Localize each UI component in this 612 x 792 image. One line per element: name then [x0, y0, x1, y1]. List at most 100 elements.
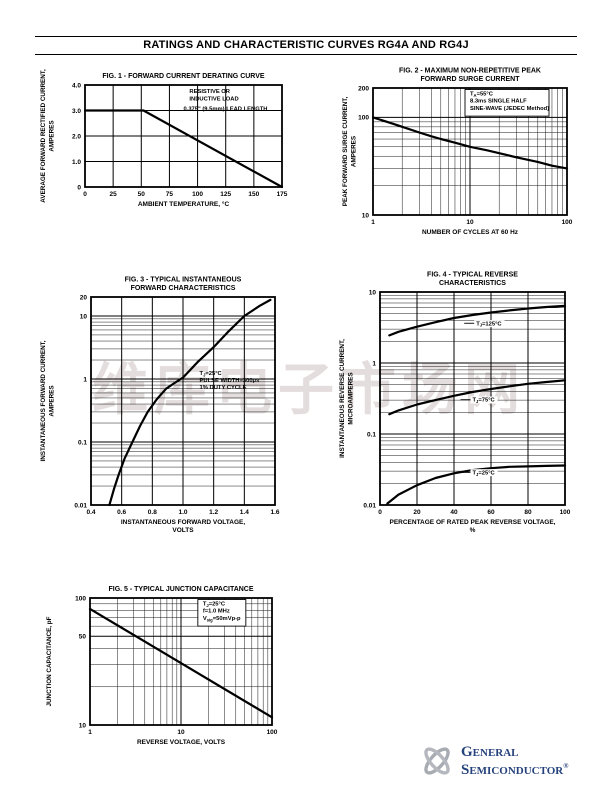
- logo-name-line2: Semiconductor®: [461, 759, 569, 778]
- svg-text:0.375" (9.5mm) LEAD LENGTH: 0.375" (9.5mm) LEAD LENGTH: [184, 106, 268, 112]
- figure-2-peak-surge-current: TA=55°C 8.3ms SINGLE HALF SINE-WAVE (JEDEC…: [335, 60, 587, 240]
- svg-text:0.1: 0.1: [78, 439, 87, 446]
- svg-text:TJ=25°C: TJ=25°C: [200, 371, 223, 377]
- svg-text:3.0: 3.0: [72, 108, 81, 115]
- figure-4-reverse-characteristics: TJ=125°C TJ=75°C TJ=25°C 0 20 40 60 80 100 0.01 0.…: [333, 262, 590, 544]
- svg-text:FIG. 4 - TYPICAL REVERSE: FIG. 4 - TYPICAL REVERSE: [427, 272, 518, 279]
- logo-atom-icon: [424, 747, 450, 775]
- svg-text:1.4: 1.4: [240, 509, 249, 516]
- svg-text:1: 1: [371, 219, 375, 226]
- svg-text:80: 80: [524, 509, 532, 516]
- svg-text:0.4: 0.4: [86, 509, 95, 516]
- svg-text:40: 40: [450, 509, 458, 516]
- svg-text:NUMBER OF CYCLES AT 60 Hz: NUMBER OF CYCLES AT 60 Hz: [422, 229, 519, 236]
- svg-text:200: 200: [358, 85, 369, 92]
- svg-text:10: 10: [362, 212, 370, 219]
- svg-text:VOLTS: VOLTS: [172, 527, 194, 534]
- svg-text:100: 100: [75, 595, 86, 602]
- svg-text:0.8: 0.8: [148, 509, 157, 516]
- svg-text:175: 175: [277, 191, 288, 198]
- svg-text:FIG. 1 - FORWARD CURRENT DERAT: FIG. 1 - FORWARD CURRENT DERATING CURVE: [102, 73, 265, 80]
- header-rule-bottom: [35, 54, 577, 55]
- svg-text:20: 20: [413, 509, 421, 516]
- svg-text:0.1: 0.1: [367, 431, 376, 438]
- svg-text:AVERAGE FORWARD RECTIFIED CURR: AVERAGE FORWARD RECTIFIED CURRENT,: [40, 69, 47, 203]
- svg-text:1% DUTY CYCLE: 1% DUTY CYCLE: [200, 385, 247, 391]
- registered-mark: ®: [563, 762, 569, 770]
- svg-text:1.0: 1.0: [178, 509, 187, 516]
- svg-text:60: 60: [487, 509, 495, 516]
- svg-text:100: 100: [560, 509, 571, 516]
- svg-text:0: 0: [378, 509, 382, 516]
- svg-text:100: 100: [358, 115, 369, 122]
- svg-text:50: 50: [79, 634, 87, 641]
- svg-text:AMPERES: AMPERES: [351, 136, 358, 167]
- svg-text:PULSE WIDTH=300μs: PULSE WIDTH=300μs: [200, 378, 260, 384]
- svg-text:MICROAMPERES: MICROAMPERES: [348, 372, 355, 424]
- svg-text:10: 10: [80, 313, 88, 320]
- svg-text:8.3ms SINGLE HALF: 8.3ms SINGLE HALF: [470, 99, 527, 105]
- svg-text:2.0: 2.0: [72, 133, 81, 140]
- logo-name-line2-text: Semiconductor: [461, 762, 564, 778]
- logo: General Semiconductor®: [416, 741, 569, 781]
- svg-text:SINE-WAVE (JEDEC Method): SINE-WAVE (JEDEC Method): [470, 106, 549, 112]
- svg-text:INDUCTIVE LOAD: INDUCTIVE LOAD: [189, 96, 238, 102]
- svg-text:AMPERES: AMPERES: [49, 385, 56, 416]
- svg-text:1: 1: [372, 360, 376, 367]
- svg-text:CHARACTERISTICS: CHARACTERISTICS: [439, 280, 506, 287]
- svg-text:PEAK FORWARD SURGE CURRENT,: PEAK FORWARD SURGE CURRENT,: [342, 97, 349, 207]
- svg-text:INSTANTANEOUS FORWARD VOLTAGE,: INSTANTANEOUS FORWARD VOLTAGE,: [121, 519, 246, 526]
- svg-text:1.6: 1.6: [270, 509, 279, 516]
- svg-text:FORWARD SURGE CURRENT: FORWARD SURGE CURRENT: [420, 76, 520, 83]
- svg-text:0.6: 0.6: [117, 509, 126, 516]
- svg-text:FIG. 2 - MAXIMUM NON-REPETITIV: FIG. 2 - MAXIMUM NON-REPETITIVE PEAK: [399, 68, 541, 75]
- svg-text:AMBIENT TEMPERATURE, °C: AMBIENT TEMPERATURE, °C: [138, 200, 230, 208]
- svg-text:100: 100: [267, 729, 278, 736]
- svg-text:FIG. 3 - TYPICAL INSTANTANEOUS: FIG. 3 - TYPICAL INSTANTANEOUS: [125, 277, 242, 284]
- svg-text:1: 1: [83, 376, 87, 383]
- svg-text:RESISTIVE OR: RESISTIVE OR: [189, 89, 230, 95]
- svg-text:150: 150: [248, 191, 259, 198]
- svg-text:10: 10: [369, 289, 377, 296]
- svg-text:50: 50: [138, 191, 146, 198]
- svg-text:125: 125: [220, 191, 231, 198]
- svg-text:100: 100: [562, 219, 573, 226]
- svg-text:1.0: 1.0: [72, 159, 81, 166]
- svg-text:f=1.0 MHz: f=1.0 MHz: [203, 609, 230, 615]
- header-rule-top: [35, 36, 577, 37]
- svg-text:10: 10: [177, 729, 185, 736]
- svg-text:20: 20: [80, 294, 88, 301]
- svg-text:4.0: 4.0: [72, 82, 81, 89]
- svg-text:100: 100: [192, 191, 203, 198]
- page-title: RATINGS AND CHARACTERISTIC CURVES RG4A A…: [143, 39, 469, 51]
- svg-text:REVERSE VOLTAGE, VOLTS: REVERSE VOLTAGE, VOLTS: [137, 739, 226, 746]
- svg-text:INSTANTANEOUS FORWARD CURRENT,: INSTANTANEOUS FORWARD CURRENT,: [40, 340, 47, 461]
- figure-3-forward-characteristics: TJ=25°C PULSE WIDTH=300μs 1% DUTY CYCLE 0.4…: [36, 262, 302, 544]
- svg-text:FIG. 5 - TYPICAL JUNCTION CAPA: FIG. 5 - TYPICAL JUNCTION CAPACITANCE: [108, 586, 253, 593]
- figure-5-junction-capacitance: TJ=25°C f=1.0 MHz Vsig=50mVp-p 1 10 100 10 50 10…: [36, 580, 302, 758]
- logo-name-line1: General: [461, 744, 519, 760]
- svg-text:25: 25: [110, 191, 118, 198]
- svg-text:JUNCTION CAPACITANCE, pF: JUNCTION CAPACITANCE, pF: [46, 616, 53, 706]
- svg-text:TJ=125°C: TJ=125°C: [476, 321, 502, 327]
- fig4-chart-svg: TJ=125°C TJ=75°C TJ=25°C 0 20 40 60 80 100 0.01 0.…: [339, 272, 571, 535]
- svg-text:1.2: 1.2: [209, 509, 218, 516]
- svg-text:1: 1: [88, 729, 92, 736]
- svg-text:TJ=25°C: TJ=25°C: [203, 602, 226, 608]
- svg-text:75: 75: [166, 191, 174, 198]
- svg-text:0: 0: [77, 184, 81, 191]
- svg-text:AMPERES: AMPERES: [49, 120, 56, 151]
- svg-text:FORWARD CHARACTERISTICS: FORWARD CHARACTERISTICS: [131, 285, 236, 292]
- svg-text:TJ=75°C: TJ=75°C: [473, 398, 496, 404]
- svg-text:INSTANTANEOUS REVERSE CURRENT,: INSTANTANEOUS REVERSE CURRENT,: [339, 339, 346, 458]
- svg-text:0.01: 0.01: [74, 502, 87, 509]
- svg-text:TA=55°C: TA=55°C: [470, 92, 494, 98]
- svg-text:%: %: [470, 527, 476, 534]
- figure-1-forward-current-derating: RESISTIVE OR INDUCTIVE LOAD 0.375" (9.5mm)…: [36, 60, 302, 226]
- logo-wordmark: General Semiconductor®: [461, 744, 569, 778]
